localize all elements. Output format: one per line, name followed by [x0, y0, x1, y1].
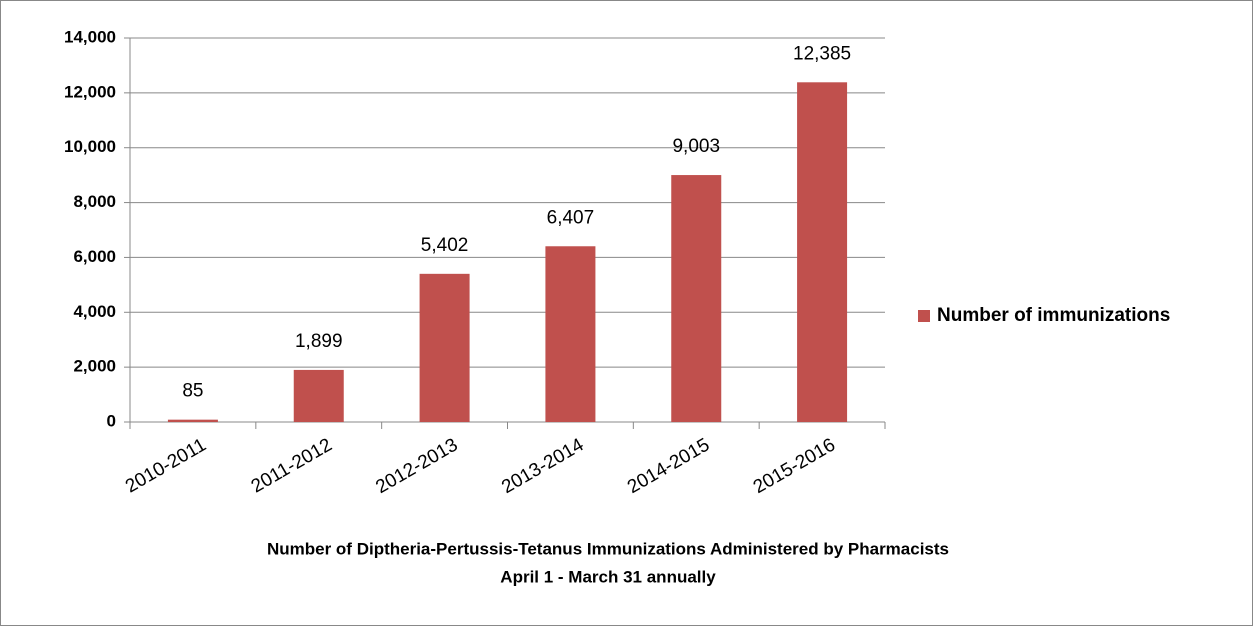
y-tick-label: 10,000 [64, 137, 116, 156]
data-label: 9,003 [672, 136, 720, 157]
data-label: 1,899 [295, 331, 343, 352]
data-label: 6,407 [547, 207, 595, 228]
data-label: 85 [182, 381, 203, 402]
bar [419, 273, 470, 422]
chart-title: Number of Diptheria-Pertussis-Tetanus Im… [267, 539, 949, 558]
legend-swatch [918, 310, 930, 322]
y-tick-label: 14,000 [64, 27, 116, 46]
y-tick-label: 12,000 [64, 82, 116, 101]
data-label: 12,385 [793, 43, 851, 64]
bar [545, 246, 596, 422]
y-tick-label: 4,000 [73, 302, 116, 321]
y-tick-label: 8,000 [73, 192, 116, 211]
y-tick-label: 2,000 [73, 357, 116, 376]
bar [293, 369, 344, 422]
bar [797, 82, 848, 422]
legend-label: Number of immunizations [937, 305, 1170, 326]
y-tick-label: 0 [107, 411, 116, 430]
y-tick-label: 6,000 [73, 247, 116, 266]
bar [671, 175, 722, 422]
data-label: 5,402 [421, 235, 469, 256]
chart-subtitle: April 1 - March 31 annually [500, 567, 716, 586]
bar [167, 419, 218, 422]
